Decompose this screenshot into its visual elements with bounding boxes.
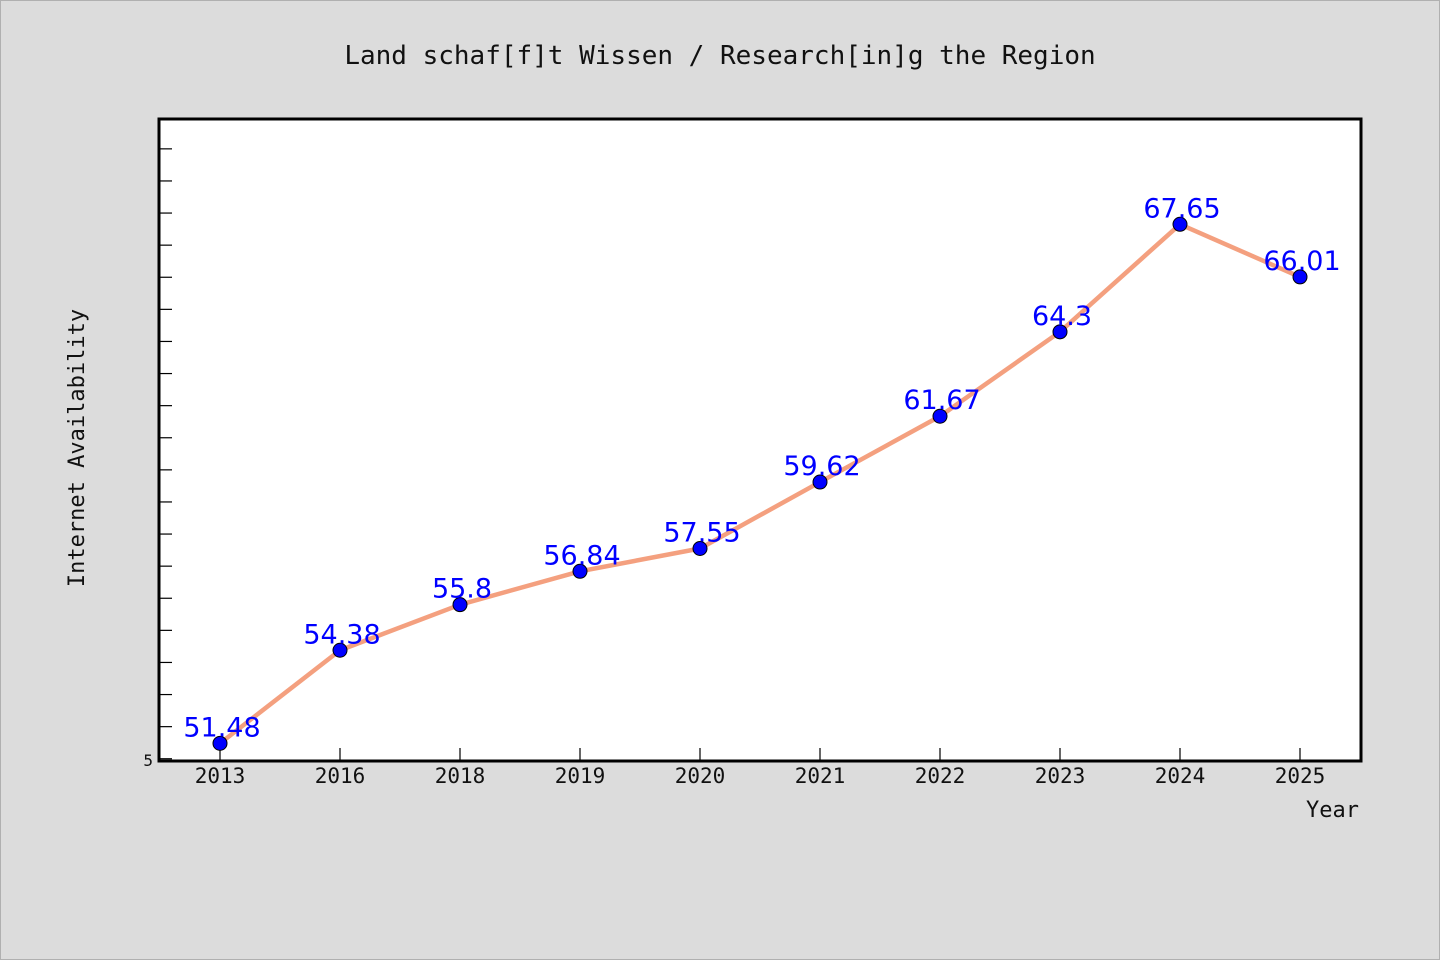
- data-point: [1172, 216, 1188, 232]
- data-point: [1052, 324, 1068, 340]
- x-tick-label: 2025: [1275, 764, 1326, 788]
- x-tick-label: 2013: [195, 764, 246, 788]
- data-point: [932, 408, 948, 424]
- data-label: 59.62: [783, 451, 860, 482]
- x-tick-label: 2024: [1155, 764, 1206, 788]
- data-point: [212, 735, 228, 751]
- x-tick-label: 2018: [435, 764, 486, 788]
- x-axis-title: Year: [1306, 798, 1359, 823]
- data-point: [572, 563, 588, 579]
- x-tick-label: 2019: [555, 764, 606, 788]
- data-labels: 51.48 54.38 55.8 56.84 57.55 59.62 61.67 64.3 67…: [183, 193, 1340, 743]
- data-label: 66.01: [1263, 246, 1340, 277]
- x-tick-label: 2022: [915, 764, 966, 788]
- series-group: [212, 216, 1308, 751]
- chart-title: Land schaf[f]t Wissen / Research[in]g th…: [344, 41, 1095, 71]
- data-point: [1292, 269, 1308, 285]
- plot-area: [157, 117, 1363, 763]
- x-tick-label: 2016: [315, 764, 366, 788]
- x-tick-label: 2020: [675, 764, 726, 788]
- data-point: [332, 642, 348, 658]
- data-label: 57.55: [663, 517, 740, 548]
- x-tick-label: 2021: [795, 764, 846, 788]
- data-label: 55.8: [432, 574, 492, 605]
- data-label: 56.84: [543, 540, 620, 571]
- data-label: 51.48: [183, 712, 260, 743]
- data-label: 54.38: [303, 619, 380, 650]
- data-point: [452, 597, 468, 613]
- data-point: [812, 474, 828, 490]
- x-tick-label: 2023: [1035, 764, 1086, 788]
- data-label: 64.3: [1032, 301, 1092, 332]
- series-line: [217, 222, 1303, 746]
- y-axis-title: Internet Availability: [65, 309, 90, 587]
- data-label: 61.67: [903, 385, 980, 416]
- data-label: 67.65: [1143, 193, 1220, 224]
- y-tick-label: 5: [143, 751, 153, 770]
- y-axis-ticks: 5: [143, 148, 172, 770]
- x-axis-ticks: 2013 2016 2018 2019 2020 2021 2022 2023 2024 2025: [195, 748, 1326, 788]
- data-point: [692, 540, 708, 556]
